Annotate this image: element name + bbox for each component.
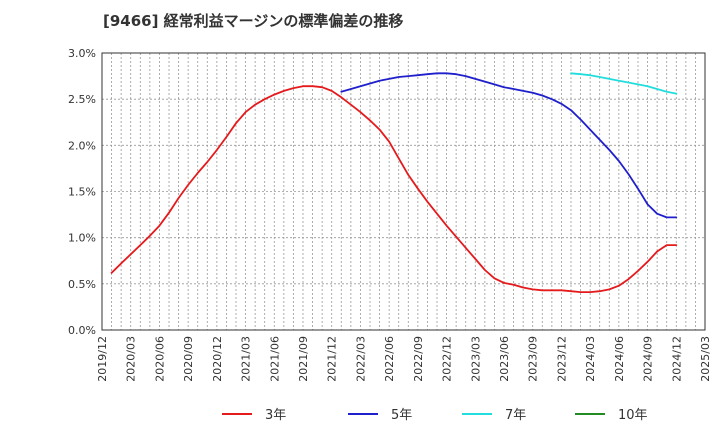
series-line-7年 (570, 72, 678, 95)
x-tick-label: 2019/12 (96, 336, 109, 382)
x-tick-label: 2024/12 (670, 336, 683, 382)
x-tick-label: 2024/03 (584, 336, 597, 382)
x-tick-label: 2022/09 (412, 336, 425, 382)
x-tick-label: 2023/12 (555, 336, 568, 382)
x-tick-label: 2022/03 (354, 336, 367, 382)
x-tick-label: 2020/12 (211, 336, 224, 382)
x-tick-label: 2021/09 (297, 336, 310, 382)
x-tick-label: 2023/09 (527, 336, 540, 382)
x-tick-label: 2024/06 (613, 336, 626, 382)
x-tick-label: 2022/06 (383, 336, 396, 382)
x-tick-label: 2021/03 (240, 336, 253, 382)
y-tick-label: 0.5% (68, 278, 96, 291)
x-tick-label: 2023/06 (498, 336, 511, 382)
series-line-5年 (340, 72, 678, 219)
y-tick-label: 3.0% (68, 47, 96, 60)
legend-label: 3年 (265, 408, 286, 423)
x-tick-label: 2025/03 (699, 336, 712, 382)
x-tick-label: 2023/03 (469, 336, 482, 382)
legend: 3年 5年 7年 10年 (222, 408, 648, 423)
series-line-3年 (110, 85, 678, 294)
x-tick-label: 2020/09 (182, 336, 195, 382)
y-tick-label: 1.0% (68, 232, 96, 245)
y-tick-label: 2.5% (68, 93, 96, 106)
x-tick-label: 2020/06 (153, 336, 166, 382)
legend-label: 7年 (505, 408, 526, 423)
x-tick-label: 2022/12 (441, 336, 454, 382)
y-tick-label: 1.5% (68, 186, 96, 199)
y-tick-label: 2.0% (68, 139, 96, 152)
x-tick-label: 2021/06 (268, 336, 281, 382)
x-tick-label: 2024/09 (642, 336, 655, 382)
plot-frame (101, 52, 706, 331)
chart-title: [9466] 経常利益マージンの標準偏差の推移 (103, 12, 404, 30)
legend-label: 5年 (391, 408, 412, 423)
axes: 0.0% 0.5% 1.0% 1.5% 2.0% 2.5% 3.0% 2019/12 2020/… (68, 47, 712, 382)
grid (102, 53, 705, 330)
y-tick-label: 0.0% (68, 324, 96, 337)
x-tick-label: 2021/12 (326, 336, 339, 382)
series-lines (110, 72, 678, 294)
legend-label: 10年 (618, 408, 648, 423)
x-tick-label: 2020/03 (125, 336, 138, 382)
